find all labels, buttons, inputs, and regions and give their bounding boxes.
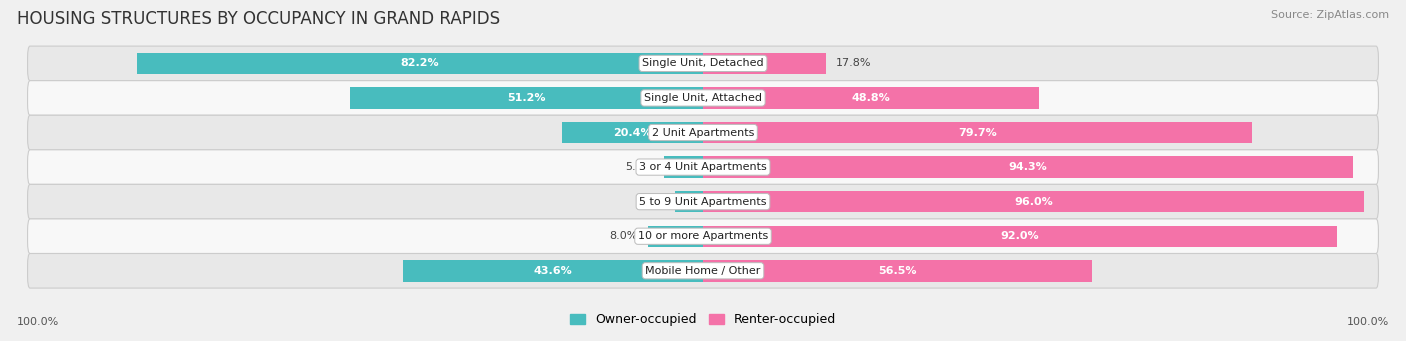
Bar <box>350 87 703 109</box>
Text: HOUSING STRUCTURES BY OCCUPANCY IN GRAND RAPIDS: HOUSING STRUCTURES BY OCCUPANCY IN GRAND… <box>17 10 501 28</box>
Bar <box>664 157 703 178</box>
FancyBboxPatch shape <box>28 81 1378 115</box>
Text: 94.3%: 94.3% <box>1008 162 1047 172</box>
Text: 20.4%: 20.4% <box>613 128 652 137</box>
Text: 100.0%: 100.0% <box>1347 317 1389 327</box>
Text: Mobile Home / Other: Mobile Home / Other <box>645 266 761 276</box>
Legend: Owner-occupied, Renter-occupied: Owner-occupied, Renter-occupied <box>565 308 841 331</box>
Bar <box>703 87 1039 109</box>
Bar <box>703 225 1337 247</box>
Text: 82.2%: 82.2% <box>401 58 439 69</box>
Text: Source: ZipAtlas.com: Source: ZipAtlas.com <box>1271 10 1389 20</box>
Text: 96.0%: 96.0% <box>1014 197 1053 207</box>
Text: 3 or 4 Unit Apartments: 3 or 4 Unit Apartments <box>640 162 766 172</box>
Bar <box>402 260 703 282</box>
Text: 43.6%: 43.6% <box>533 266 572 276</box>
FancyBboxPatch shape <box>28 115 1378 150</box>
FancyBboxPatch shape <box>28 184 1378 219</box>
Text: 48.8%: 48.8% <box>852 93 890 103</box>
Bar <box>703 157 1353 178</box>
Text: 4.0%: 4.0% <box>637 197 665 207</box>
Text: Single Unit, Detached: Single Unit, Detached <box>643 58 763 69</box>
Bar <box>703 260 1092 282</box>
FancyBboxPatch shape <box>28 219 1378 253</box>
Bar <box>562 122 703 143</box>
Text: 51.2%: 51.2% <box>508 93 546 103</box>
Text: 79.7%: 79.7% <box>957 128 997 137</box>
Bar <box>703 53 825 74</box>
Text: 5.7%: 5.7% <box>626 162 654 172</box>
Text: 8.0%: 8.0% <box>609 231 637 241</box>
Text: 10 or more Apartments: 10 or more Apartments <box>638 231 768 241</box>
Text: 2 Unit Apartments: 2 Unit Apartments <box>652 128 754 137</box>
Bar <box>136 53 703 74</box>
Text: 92.0%: 92.0% <box>1001 231 1039 241</box>
Text: 56.5%: 56.5% <box>879 266 917 276</box>
Text: 17.8%: 17.8% <box>837 58 872 69</box>
Text: Single Unit, Attached: Single Unit, Attached <box>644 93 762 103</box>
Text: 100.0%: 100.0% <box>17 317 59 327</box>
Bar <box>703 122 1253 143</box>
Bar <box>648 225 703 247</box>
FancyBboxPatch shape <box>28 46 1378 81</box>
Bar <box>675 191 703 212</box>
Bar <box>703 191 1364 212</box>
Text: 5 to 9 Unit Apartments: 5 to 9 Unit Apartments <box>640 197 766 207</box>
FancyBboxPatch shape <box>28 150 1378 184</box>
FancyBboxPatch shape <box>28 253 1378 288</box>
